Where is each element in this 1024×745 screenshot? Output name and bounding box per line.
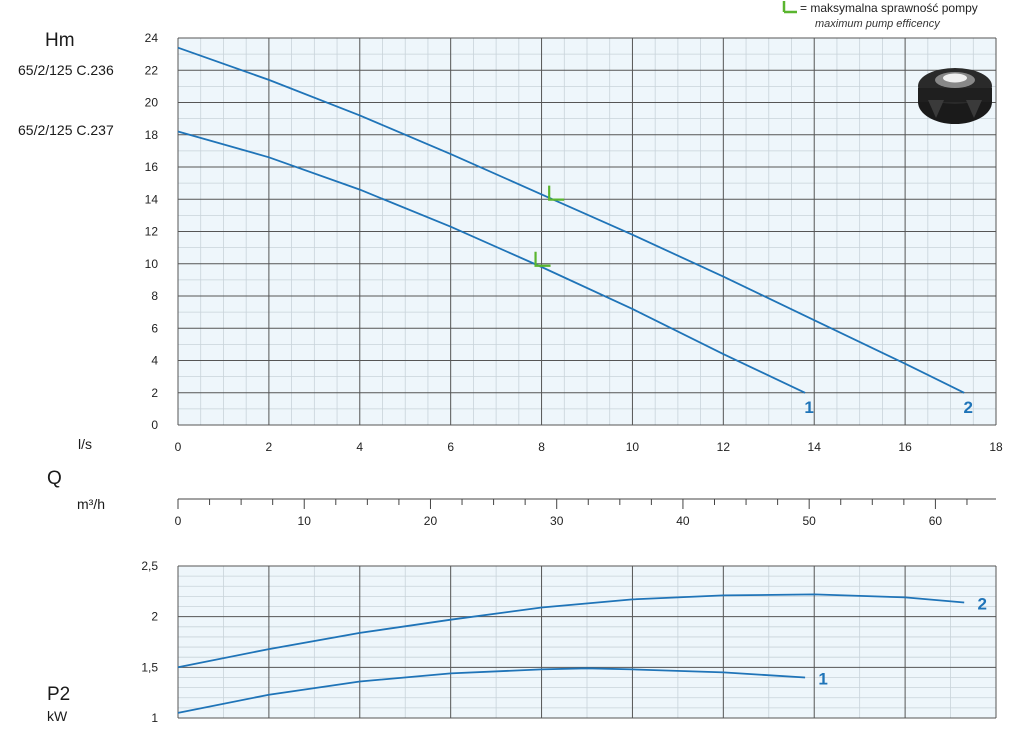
x-tick-label: 4	[356, 440, 363, 454]
series-line-1	[177, 667, 806, 714]
flow-m3h-label: m³/h	[77, 496, 105, 512]
x-tick-label: 14	[808, 440, 822, 454]
series-line-1	[177, 130, 806, 394]
y-tick-label: 14	[145, 192, 159, 206]
y-tick-label: 10	[145, 257, 159, 271]
legend-marker-icon	[782, 1, 797, 14]
m3h-tick-label: 40	[676, 514, 690, 528]
max-efficiency-marker	[534, 251, 551, 267]
series-label-2: 2	[963, 398, 972, 417]
q-label: Q	[47, 468, 62, 489]
power-flow-plot: 1 1,5 2 2,5 1 2	[141, 559, 997, 725]
m3h-tick-label: 0	[175, 514, 182, 528]
x-tick-label: 2	[266, 440, 273, 454]
x-tick-label: 10	[626, 440, 640, 454]
legend-subtext: maximum pump efficency	[815, 18, 940, 30]
legend-text: = maksymalna sprawność pompy	[800, 1, 978, 15]
x-tick-label: 8	[538, 440, 545, 454]
y-tick-label: 2	[151, 610, 158, 624]
y-tick-label: 22	[145, 63, 159, 77]
series-label-2: 2	[977, 594, 986, 613]
m3h-tick-label: 50	[802, 514, 816, 528]
series-line-2	[177, 593, 965, 669]
x-tick-label: 12	[717, 440, 731, 454]
x-tick-label: 0	[175, 440, 182, 454]
x-tick-label: 18	[989, 440, 1003, 454]
m3h-tick-label: 20	[424, 514, 438, 528]
model-a-label: 65/2/125 C.236	[18, 62, 114, 78]
kw-label: kW	[47, 708, 68, 724]
y-tick-label: 2	[151, 386, 158, 400]
m3h-tick-label: 30	[550, 514, 564, 528]
x-tick-label: 6	[447, 440, 454, 454]
y-tick-label: 18	[145, 128, 159, 142]
model-b-label: 65/2/125 C.237	[18, 122, 114, 138]
y-tick-label: 16	[145, 160, 159, 174]
series-label-1: 1	[818, 669, 827, 688]
x-tick-label: 16	[898, 440, 912, 454]
y-tick-label: 6	[151, 321, 158, 335]
pump-impeller-icon	[918, 68, 992, 124]
y-tick-label: 0	[151, 418, 158, 432]
y-tick-label: 24	[145, 31, 159, 45]
y-tick-label: 12	[145, 225, 159, 239]
y-tick-label: 1,5	[141, 660, 158, 674]
flow-m3h-axis: 0 10 20 30 40 50 60	[175, 498, 996, 528]
y-tick-label: 4	[151, 354, 158, 368]
series-label-1: 1	[804, 398, 813, 417]
flow-ls-label: l/s	[78, 436, 92, 452]
p2-label: P2	[47, 684, 71, 705]
y-tick-label: 2,5	[141, 559, 158, 573]
m3h-tick-label: 60	[929, 514, 943, 528]
max-efficiency-marker	[548, 185, 565, 201]
y-tick-label: 1	[151, 711, 158, 725]
y-tick-label: 20	[145, 96, 159, 110]
y-tick-label: 8	[151, 289, 158, 303]
series-line-2	[177, 46, 965, 394]
hm-label: Hm	[45, 30, 75, 51]
m3h-tick-label: 10	[298, 514, 312, 528]
